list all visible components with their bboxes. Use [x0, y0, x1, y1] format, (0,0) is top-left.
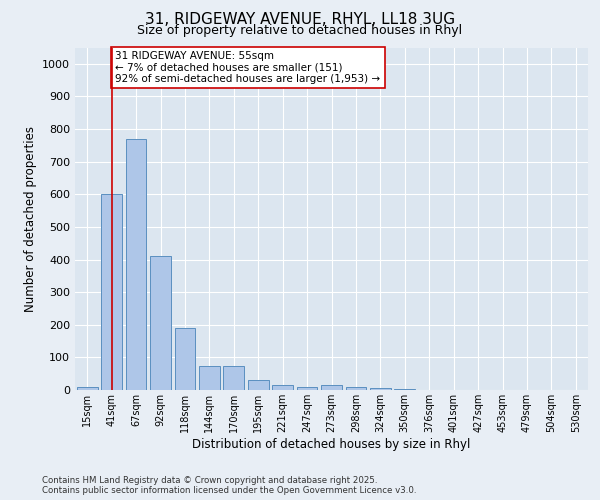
- Text: Size of property relative to detached houses in Rhyl: Size of property relative to detached ho…: [137, 24, 463, 37]
- Bar: [223, 366, 244, 390]
- Bar: [296, 386, 317, 390]
- Text: Contains HM Land Registry data © Crown copyright and database right 2025.
Contai: Contains HM Land Registry data © Crown c…: [42, 476, 416, 495]
- Bar: [346, 386, 367, 390]
- Bar: [150, 256, 171, 390]
- Bar: [175, 328, 196, 390]
- Bar: [248, 380, 269, 390]
- Bar: [272, 385, 293, 390]
- Text: 31 RIDGEWAY AVENUE: 55sqm
← 7% of detached houses are smaller (151)
92% of semi-: 31 RIDGEWAY AVENUE: 55sqm ← 7% of detach…: [115, 51, 380, 84]
- Bar: [370, 388, 391, 390]
- Text: 31, RIDGEWAY AVENUE, RHYL, LL18 3UG: 31, RIDGEWAY AVENUE, RHYL, LL18 3UG: [145, 12, 455, 28]
- Bar: [101, 194, 122, 390]
- X-axis label: Distribution of detached houses by size in Rhyl: Distribution of detached houses by size …: [193, 438, 470, 450]
- Bar: [321, 385, 342, 390]
- Bar: [77, 386, 98, 390]
- Y-axis label: Number of detached properties: Number of detached properties: [23, 126, 37, 312]
- Bar: [125, 139, 146, 390]
- Bar: [199, 366, 220, 390]
